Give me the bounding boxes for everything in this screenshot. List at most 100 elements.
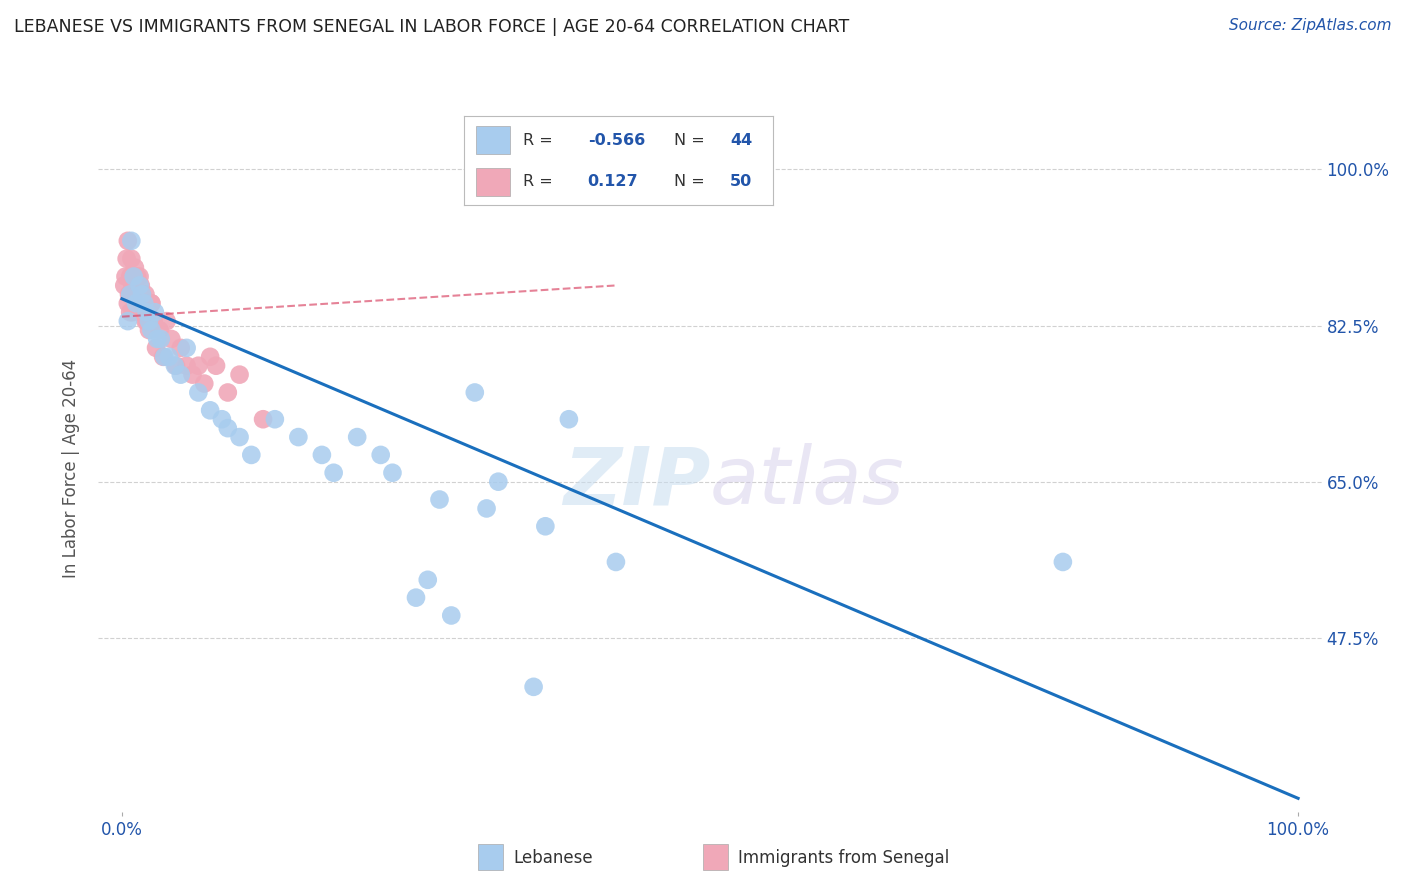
Point bbox=[118, 287, 141, 301]
Text: ZIP: ZIP bbox=[562, 443, 710, 521]
Point bbox=[198, 403, 221, 417]
Point bbox=[346, 430, 368, 444]
Point bbox=[176, 341, 198, 355]
Point bbox=[181, 368, 204, 382]
Point bbox=[187, 385, 209, 400]
Point bbox=[211, 412, 233, 426]
Point bbox=[370, 448, 392, 462]
Point bbox=[131, 287, 153, 301]
Point bbox=[131, 287, 153, 301]
Point bbox=[134, 296, 156, 310]
Text: R =: R = bbox=[523, 133, 553, 147]
Point bbox=[120, 287, 142, 301]
Text: R =: R = bbox=[523, 174, 553, 188]
Point bbox=[128, 269, 150, 284]
Point bbox=[145, 341, 167, 355]
Point bbox=[217, 385, 239, 400]
Point bbox=[176, 359, 198, 373]
Point bbox=[187, 359, 209, 373]
Point bbox=[141, 296, 163, 310]
Point bbox=[138, 314, 160, 328]
Y-axis label: In Labor Force | Age 20-64: In Labor Force | Age 20-64 bbox=[62, 359, 80, 578]
Point bbox=[124, 278, 146, 293]
Point bbox=[152, 350, 174, 364]
Text: N =: N = bbox=[675, 174, 704, 188]
Point bbox=[120, 305, 142, 319]
Point bbox=[122, 287, 145, 301]
Point bbox=[134, 305, 156, 319]
Point bbox=[121, 278, 143, 293]
Point bbox=[429, 492, 451, 507]
Point bbox=[170, 341, 193, 355]
Point bbox=[141, 296, 163, 310]
Point bbox=[287, 430, 309, 444]
Text: 50: 50 bbox=[730, 174, 752, 188]
Point bbox=[311, 448, 333, 462]
Point bbox=[142, 314, 165, 328]
Point bbox=[120, 234, 142, 248]
Point bbox=[217, 421, 239, 435]
Point bbox=[135, 305, 157, 319]
Point bbox=[464, 385, 486, 400]
Text: -0.566: -0.566 bbox=[588, 133, 645, 147]
Point bbox=[252, 412, 274, 426]
Point bbox=[240, 448, 263, 462]
Point bbox=[117, 296, 139, 310]
Point bbox=[135, 314, 157, 328]
Text: 0.127: 0.127 bbox=[588, 174, 638, 188]
Point bbox=[157, 350, 180, 364]
Point bbox=[170, 368, 193, 382]
Point bbox=[193, 376, 215, 391]
Point bbox=[263, 412, 285, 426]
Point bbox=[117, 234, 139, 248]
Point bbox=[160, 332, 183, 346]
Point bbox=[134, 314, 156, 328]
Point bbox=[163, 359, 186, 373]
Point bbox=[558, 412, 581, 426]
Text: 44: 44 bbox=[730, 133, 752, 147]
Point bbox=[523, 680, 546, 694]
FancyBboxPatch shape bbox=[477, 126, 510, 154]
Text: N =: N = bbox=[675, 133, 704, 147]
Point bbox=[127, 269, 149, 284]
Point bbox=[156, 314, 179, 328]
Point bbox=[128, 278, 150, 293]
Point bbox=[141, 323, 163, 337]
Point bbox=[149, 323, 172, 337]
Point bbox=[146, 332, 169, 346]
Point bbox=[153, 350, 176, 364]
Point bbox=[121, 305, 143, 319]
Point bbox=[198, 350, 221, 364]
Text: Lebanese: Lebanese bbox=[513, 849, 593, 867]
Point bbox=[112, 278, 135, 293]
Point bbox=[322, 466, 344, 480]
Point bbox=[125, 287, 148, 301]
Point bbox=[416, 573, 439, 587]
Text: Source: ZipAtlas.com: Source: ZipAtlas.com bbox=[1229, 18, 1392, 33]
Point bbox=[381, 466, 404, 480]
Point bbox=[117, 314, 139, 328]
Point bbox=[120, 252, 142, 266]
Point bbox=[120, 287, 142, 301]
Point bbox=[129, 305, 152, 319]
Point bbox=[534, 519, 557, 533]
Point bbox=[125, 296, 148, 310]
Point bbox=[129, 278, 152, 293]
Point bbox=[115, 252, 138, 266]
Point bbox=[165, 359, 187, 373]
Point bbox=[228, 430, 250, 444]
Point bbox=[128, 287, 150, 301]
Text: LEBANESE VS IMMIGRANTS FROM SENEGAL IN LABOR FORCE | AGE 20-64 CORRELATION CHART: LEBANESE VS IMMIGRANTS FROM SENEGAL IN L… bbox=[14, 18, 849, 36]
Point bbox=[143, 305, 166, 319]
Point bbox=[127, 296, 149, 310]
Point bbox=[114, 269, 136, 284]
Point bbox=[440, 608, 463, 623]
FancyBboxPatch shape bbox=[477, 168, 510, 196]
Point bbox=[149, 332, 172, 346]
Point bbox=[138, 323, 160, 337]
Point bbox=[124, 260, 146, 275]
Point bbox=[132, 296, 155, 310]
Point bbox=[1052, 555, 1074, 569]
Point bbox=[486, 475, 509, 489]
Point bbox=[605, 555, 627, 569]
